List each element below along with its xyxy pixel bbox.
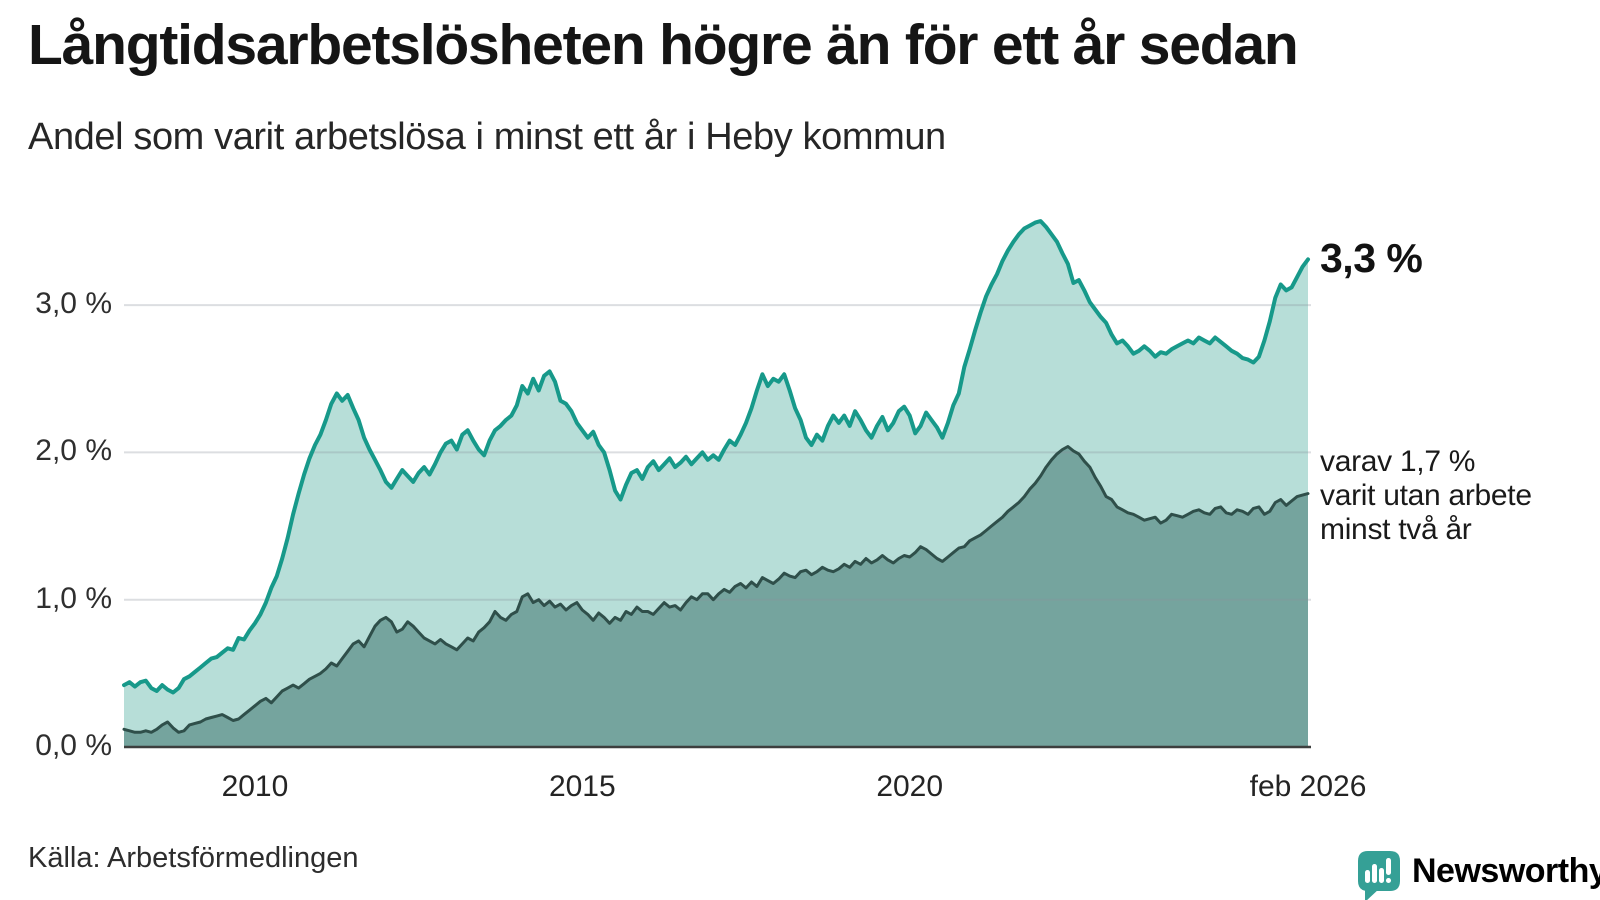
newsworthy-wordmark: Newsworthy: [1412, 852, 1600, 890]
x-axis-tick-feb-2026: feb 2026: [1249, 770, 1367, 803]
series2-annotation-line-3: minst två år: [1320, 512, 1472, 546]
series2-annotation-line-1: varav 1,7 %: [1320, 444, 1476, 478]
x-axis-tick-2020: 2020: [876, 770, 944, 803]
y-axis-tick-3: 3,0 %: [35, 287, 112, 321]
source-note: Källa: Arbetsförmedlingen: [28, 842, 359, 874]
x-axis-tick-2015: 2015: [548, 770, 616, 803]
newsworthy-logo: Newsworthy: [1356, 850, 1600, 900]
line-two-years: [122, 445, 1310, 734]
page-title: Långtidsarbetslösheten högre än för ett …: [28, 13, 1299, 77]
x-axis-tick-2010: 2010: [221, 770, 289, 803]
y-axis-tick-1: 1,0 %: [35, 581, 112, 615]
newsworthy-speech-bubble-icon: [1358, 851, 1400, 900]
series2-annotation-line-2: varit utan arbete: [1320, 478, 1532, 512]
series2-annotation: varav 1,7 % varit utan arbete minst två …: [1320, 445, 1532, 547]
y-axis-tick-0: 0,0 %: [35, 729, 112, 762]
latest-value-annotation: 3,3 %: [1320, 235, 1423, 282]
y-axis-tick-2: 2,0 %: [35, 434, 112, 468]
page-subtitle: Andel som varit arbetslösa i minst ett å…: [28, 116, 946, 158]
line-one-year: [122, 219, 1310, 695]
